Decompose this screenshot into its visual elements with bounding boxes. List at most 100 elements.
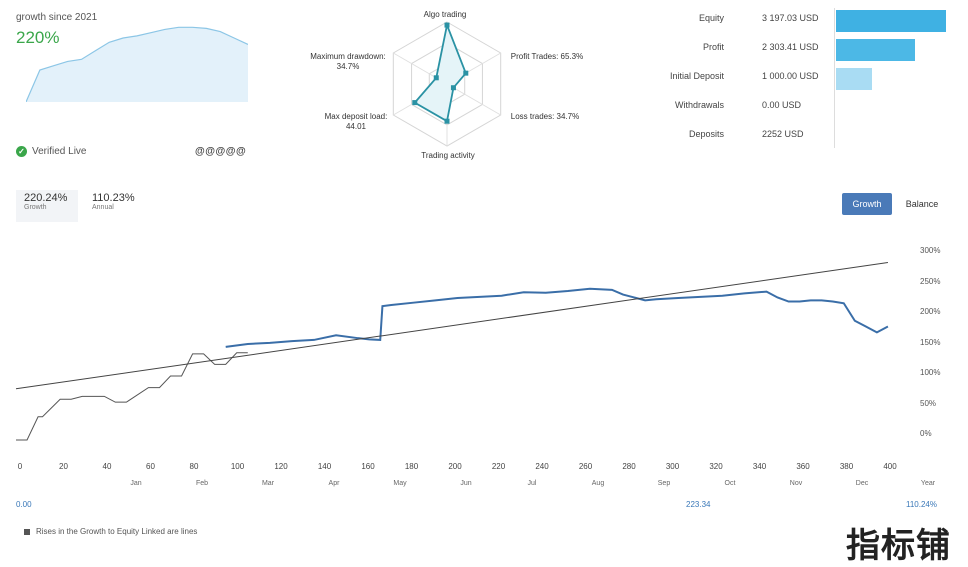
broker-logo[interactable]: @@@@@ (195, 146, 247, 157)
kpi-growth: 220.24% Growth (16, 190, 78, 222)
stat-bar (836, 68, 873, 90)
x-tick-label: 360 (796, 462, 810, 471)
radar-point-2 (450, 85, 456, 91)
stat-row: Equity 3 197.03 USD (640, 10, 960, 32)
radar-label-trading-activity: Trading activity (421, 151, 475, 160)
kpi-annual-value: 110.23% (92, 192, 135, 204)
growth-chart (15, 262, 889, 441)
stat-label: Profit (702, 42, 724, 52)
month-label: Jul (527, 480, 537, 487)
month-label: Jun (460, 480, 472, 487)
growth-value: 220% (16, 28, 60, 47)
x-tick-label: 340 (752, 462, 767, 471)
radar-label-max-drawdown: Maximum drawdown: 34.7% (310, 52, 386, 71)
stats-axis (834, 8, 835, 148)
radar-label-algo: Algo trading (423, 10, 467, 19)
footer-mid-value: 223.34 (686, 500, 711, 509)
x-tick-label: 400 (883, 462, 897, 471)
sparkline-area (26, 27, 248, 102)
month-label: Year (920, 480, 936, 487)
footer-start-value: 0.00 (16, 500, 32, 509)
x-tick-label: 20 (59, 462, 68, 471)
y-tick-label: 150% (920, 337, 941, 347)
stat-row: Withdrawals 0.00 USD (640, 97, 960, 115)
x-tick-label: 80 (189, 462, 199, 471)
y-tick-label: 300% (920, 246, 941, 255)
radar-point-4 (412, 100, 418, 106)
month-label: Nov (789, 480, 803, 487)
stat-label: Deposits (688, 129, 724, 139)
legend-square-icon (24, 528, 30, 535)
x-tick-label: 120 (274, 462, 288, 471)
stat-bar (836, 10, 946, 32)
month-label: Aug (591, 480, 605, 487)
y-tick-label: 200% (920, 307, 941, 316)
radar-point-0 (444, 22, 450, 28)
x-tick-label: 40 (102, 462, 112, 471)
chart-note: Rises in the Growth to Equity Linked are… (24, 527, 197, 536)
x-tick-label: 0 (17, 462, 23, 471)
month-label: Jan (130, 480, 142, 487)
stat-bar (836, 39, 916, 61)
sparkline-line (26, 26, 248, 102)
stat-value: 1 000.00 USD (762, 71, 819, 81)
verified-label: Verified Live (32, 146, 87, 157)
y-tick-label: 250% (920, 276, 941, 286)
month-label: Apr (328, 480, 340, 487)
radar-point-3 (444, 118, 450, 124)
stat-label: Initial Deposit (669, 71, 724, 81)
radar-point-1 (463, 70, 469, 76)
y-tick-label: 50% (920, 398, 937, 408)
growth-tab-button[interactable]: Growth (842, 193, 892, 215)
stat-value: 2252 USD (762, 129, 804, 139)
x-tick-label: 380 (839, 462, 854, 471)
kpi-growth-value: 220.24% (24, 192, 68, 204)
x-tick-label: 200 (448, 462, 462, 471)
stat-value: 3 197.03 USD (762, 13, 819, 23)
radar-point-5 (433, 75, 439, 81)
x-tick-label: 240 (535, 462, 549, 471)
month-label: May (393, 480, 407, 487)
month-label: Mar (261, 480, 275, 487)
x-tick-label: 260 (578, 462, 593, 471)
watermark-logo: 指标铺 (846, 526, 951, 566)
kpi-growth-label: Growth (24, 204, 47, 211)
radar-spoke-2 (446, 83, 501, 116)
verified-badge[interactable]: ✓ Verified Live (16, 146, 86, 157)
x-tick-label: 220 (491, 462, 506, 471)
month-label: Sep (657, 480, 671, 487)
series-growth-line (225, 287, 889, 348)
month-label: Feb (195, 480, 209, 487)
kpi-annual: 110.23% Annual (84, 190, 144, 222)
x-tick-label: 280 (622, 462, 636, 471)
radar-label-max-deposit-load: Max deposit load: 44.01 (324, 112, 388, 131)
x-tick-label: 100 (230, 462, 245, 471)
balance-tab-button[interactable]: Balance (898, 193, 946, 215)
radar-label-loss-trades: Loss trades: 34.7% (510, 112, 580, 121)
series-balance-line (16, 352, 248, 441)
month-label: Oct (724, 480, 736, 487)
stat-row: Deposits 2252 USD (640, 126, 960, 144)
stat-label: Withdrawals (674, 100, 724, 110)
radar-chart (392, 21, 502, 147)
x-tick-label: 160 (361, 462, 375, 471)
series-trend-line (15, 262, 888, 390)
y-tick-label: 100% (920, 368, 941, 377)
growth-card-title: growth since 2021 (16, 12, 98, 23)
x-tick-label: 300 (665, 462, 680, 471)
stat-value: 0.00 USD (762, 100, 802, 110)
footer-end-value: 110.24% (906, 500, 937, 509)
stat-value: 2 303.41 USD (762, 42, 819, 52)
stat-label: Equity (698, 13, 724, 23)
check-icon: ✓ (16, 146, 27, 157)
radar-label-profit-trades: Profit Trades: 65.3% (510, 52, 584, 61)
radar-area (413, 21, 467, 123)
growth-sparkline (26, 26, 248, 102)
x-tick-label: 320 (709, 462, 723, 471)
stat-row: Initial Deposit 1 000.00 USD (640, 68, 960, 90)
x-tick-label: 60 (146, 462, 155, 471)
y-tick-label: 0% (920, 429, 932, 438)
stat-row: Profit 2 303.41 USD (640, 39, 960, 61)
x-tick-label: 140 (317, 462, 332, 471)
month-label: Dec (855, 480, 869, 487)
